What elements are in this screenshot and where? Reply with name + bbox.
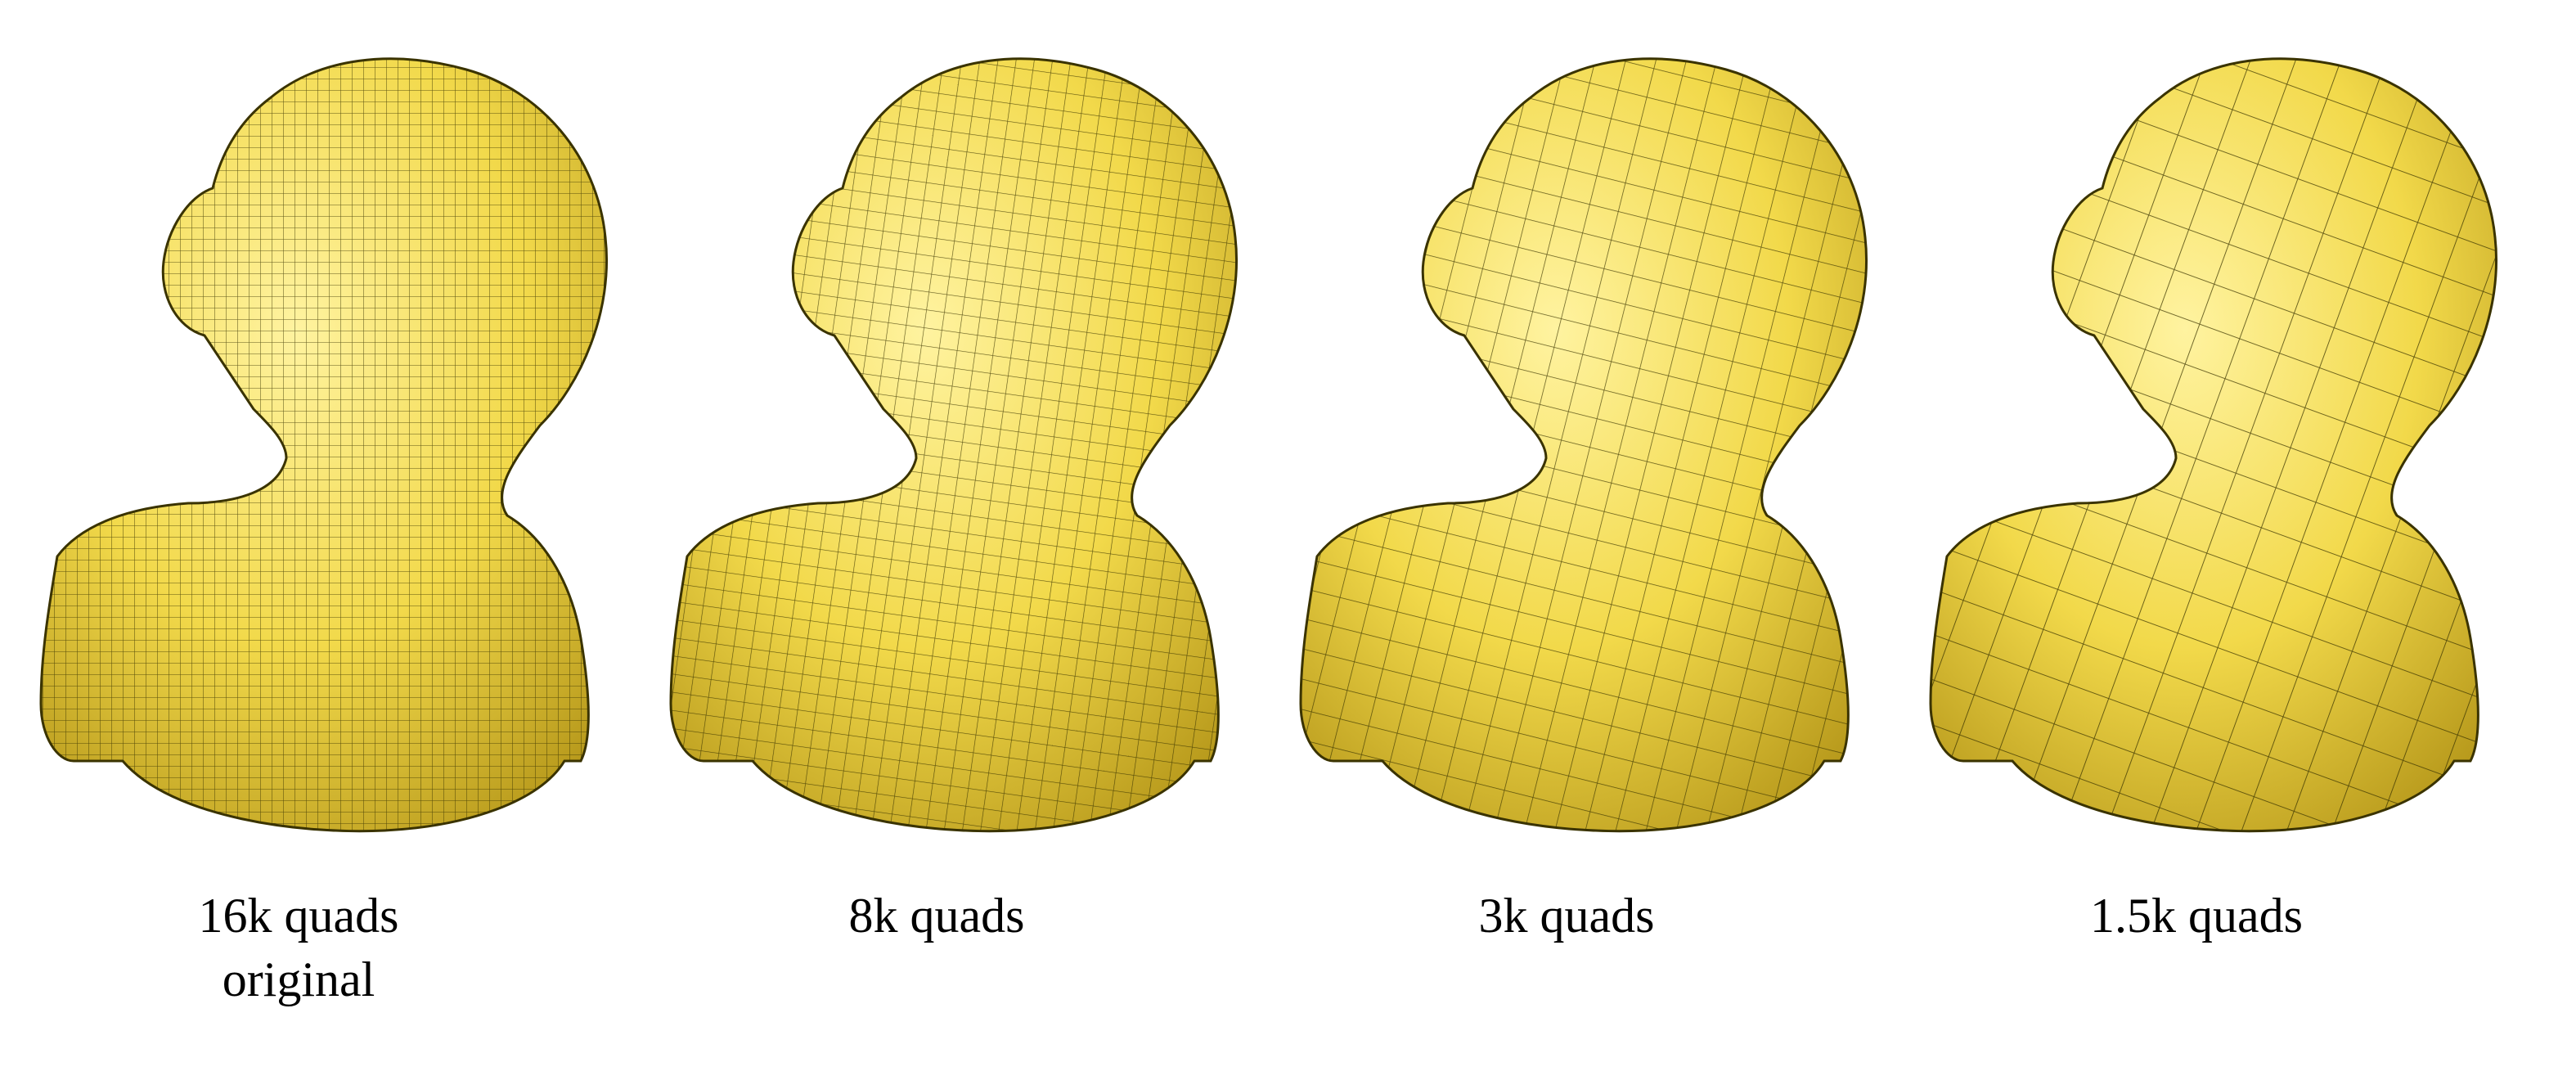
caption-8k-line1: 8k quads: [848, 889, 1025, 943]
caption-16k-line1: 16k quads: [198, 889, 399, 943]
bust-mesh-3k: [1299, 57, 1868, 833]
mesh-panel-1.5k: [1898, 33, 2536, 851]
caption-16k: 16k quads original: [0, 884, 618, 1011]
caption-8k: 8k quads: [618, 884, 1256, 948]
bust-mesh-8k: [669, 57, 1239, 833]
caption-1.5k-line1: 1.5k quads: [2090, 889, 2303, 943]
mesh-panel-16k: [8, 33, 646, 851]
bust-mesh-16k: [39, 57, 609, 833]
bust-mesh-1.5k: [1929, 57, 2498, 833]
mesh-panel-8k: [638, 33, 1276, 851]
caption-1.5k: 1.5k quads: [1877, 884, 2515, 948]
mesh-panel-3k: [1268, 33, 1906, 851]
caption-3k: 3k quads: [1248, 884, 1886, 948]
caption-16k-line2: original: [222, 952, 375, 1006]
caption-3k-line1: 3k quads: [1478, 889, 1655, 943]
